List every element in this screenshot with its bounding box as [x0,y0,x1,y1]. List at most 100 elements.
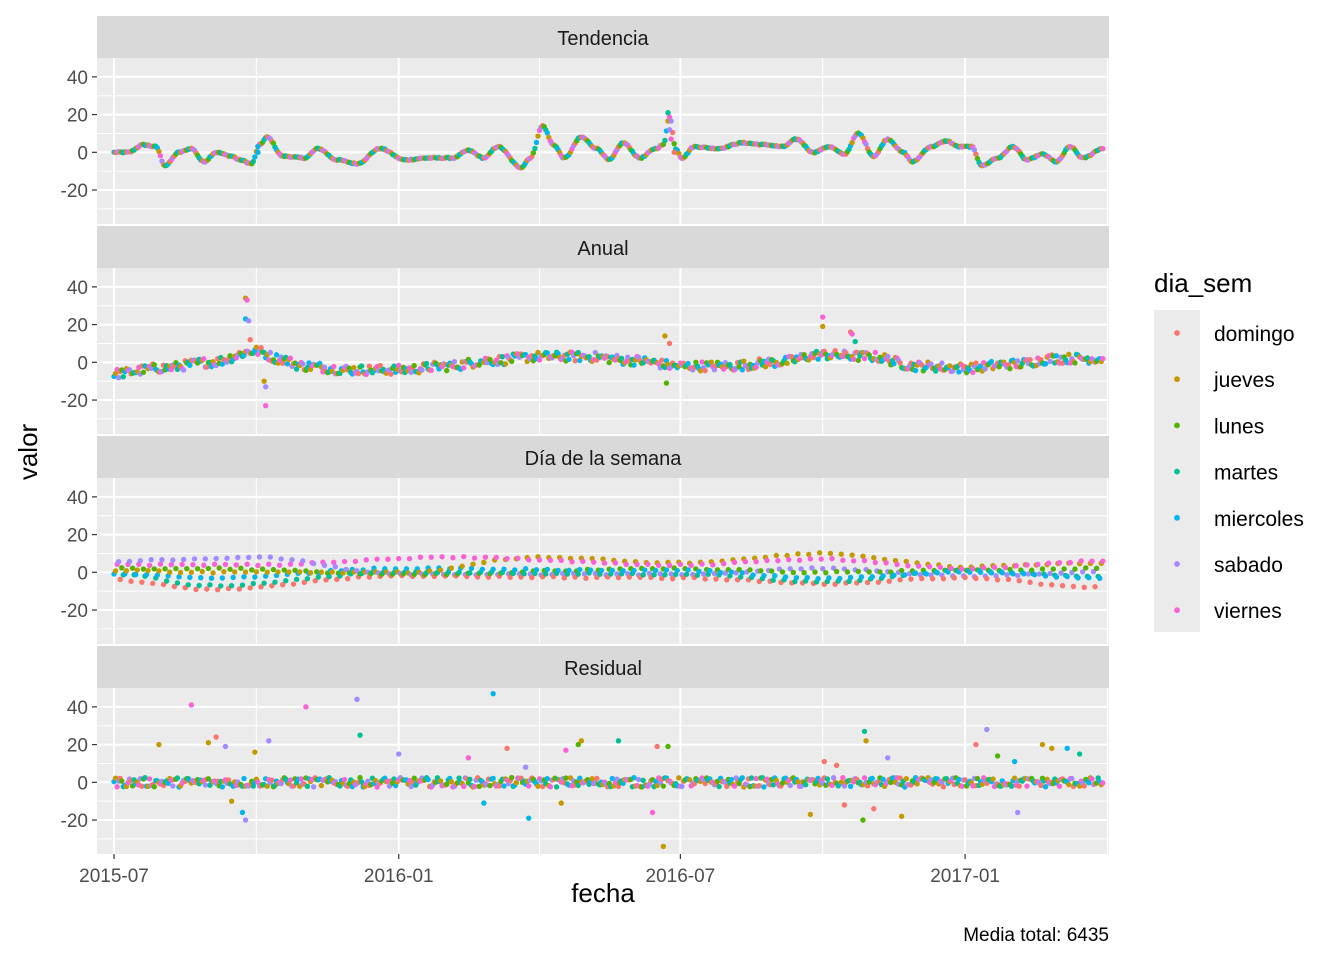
point-jueves [903,558,909,565]
point-martes [304,783,311,790]
point-jueves [351,364,357,371]
point-domingo [247,585,253,591]
point-viernes [645,561,651,567]
point-viernes [668,136,674,142]
point-viernes [471,555,478,561]
point-sabado [863,141,869,147]
point-sabado [798,783,804,789]
point-sabado [1047,570,1053,577]
point-jueves [264,569,270,575]
legend-label-martes: martes [1214,462,1278,485]
point-jueves [112,568,119,574]
point-viernes [612,560,619,566]
point-domingo [117,576,123,583]
point-lunes [281,567,287,573]
point-lunes [823,569,829,576]
point-domingo [171,583,178,590]
point-viernes [991,564,998,570]
point-domingo [496,783,503,789]
point-miercoles [685,360,691,367]
point-viernes [937,564,944,570]
point-miercoles [544,130,550,136]
point-sabado [711,570,718,577]
point-sabado [700,571,707,577]
point-jueves [297,569,303,575]
point-viernes [190,561,196,568]
point-domingo [973,741,979,748]
point-martes [748,775,755,781]
point-viernes [980,565,987,571]
point-martes [1008,783,1015,789]
point-martes [163,578,170,584]
point-sabado [266,738,272,744]
point-viernes [244,297,250,303]
point-miercoles [241,775,247,782]
point-jueves [860,553,866,559]
point-viernes [742,558,749,565]
point-lunes [563,775,569,781]
point-viernes [331,559,337,566]
point-domingo [1005,576,1012,583]
point-jueves [340,570,346,576]
point-viernes [563,747,569,753]
point-miercoles [750,572,756,578]
point-domingo [973,575,979,582]
point-sabado [787,566,793,572]
point-jueves [437,778,444,784]
y-axis-title: valor [13,423,43,480]
point-viernes [649,809,656,816]
point-viernes [287,561,294,567]
point-lunes [227,566,233,573]
point-miercoles [501,566,507,572]
point-viernes [1045,560,1052,566]
point-domingo [529,574,535,581]
point-lunes [855,568,862,575]
point-viernes [591,559,597,565]
point-sabado [1079,569,1086,575]
point-viernes [699,561,705,567]
point-jueves [307,570,314,576]
y-tick-label: -20 [61,811,88,832]
point-domingo [1016,783,1022,789]
legend-label-miercoles: miercoles [1214,508,1304,531]
legend-label-lunes: lunes [1214,415,1264,438]
point-viernes [1100,780,1106,786]
point-miercoles [912,367,919,374]
point-viernes [785,556,792,563]
point-jueves [167,569,173,575]
point-miercoles [912,570,919,576]
point-sabado [1069,569,1075,576]
point-domingo [258,345,264,351]
point-jueves [318,569,325,575]
point-sabado [148,365,154,371]
point-miercoles [631,775,637,781]
point-miercoles [858,574,865,580]
point-lunes [216,565,222,571]
point-sabado [222,743,229,750]
point-viernes [894,561,900,568]
point-miercoles [490,690,496,697]
x-axis: 2015-07 2016-01 2016-07 2017-01 [79,854,1000,887]
point-domingo [897,360,903,366]
point-miercoles [869,775,875,782]
point-viernes [287,355,294,361]
point-lunes [1050,566,1056,572]
points-residual [111,690,1106,850]
point-jueves [242,569,249,575]
point-domingo [204,586,210,592]
point-viernes [915,563,922,569]
point-viernes [287,777,294,783]
point-domingo [886,578,892,584]
point-domingo [583,575,589,581]
point-jueves [264,783,270,789]
point-sabado [332,564,338,570]
point-sabado [202,782,209,788]
point-viernes [179,561,185,568]
point-miercoles [1010,571,1016,577]
point-lunes [575,741,581,748]
point-jueves [502,361,509,367]
point-miercoles [793,574,800,581]
point-miercoles [273,352,280,358]
point-jueves [252,749,258,755]
point-lunes [151,784,157,790]
